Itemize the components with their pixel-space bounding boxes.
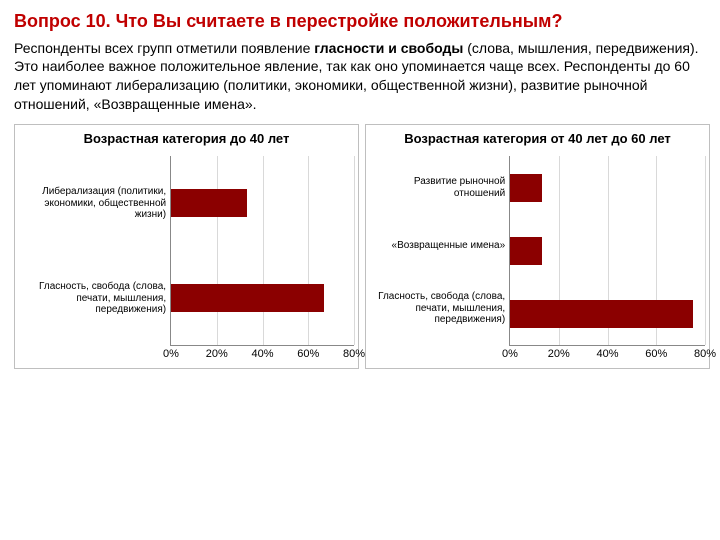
chart-left-xaxis: 0%20%40%60%80%	[19, 348, 354, 364]
charts-row: Возрастная категория до 40 лет Либерализа…	[14, 124, 706, 369]
chart-left-xtick-3: 60%	[297, 348, 319, 360]
chart-left-xtick-1: 20%	[206, 348, 228, 360]
chart-left-ylabel-1: Гласность, свобода (слова, печати, мышле…	[19, 281, 170, 316]
chart-left: Возрастная категория до 40 лет Либерализа…	[14, 124, 359, 369]
chart-right-ylabel-2: Гласность, свобода (слова, печати, мышле…	[370, 291, 509, 326]
chart-right-title: Возрастная категория от 40 лет до 60 лет	[370, 131, 705, 146]
chart-right-gridline	[705, 156, 706, 345]
chart-right: Возрастная категория от 40 лет до 60 лет…	[365, 124, 710, 369]
chart-right-plot-wrap: Развитие рыночной отношений «Возвращенные…	[370, 156, 705, 346]
chart-right-bar-2	[510, 300, 693, 328]
chart-left-gridline	[354, 156, 355, 345]
chart-right-ylabel-1: «Возвращенные имена»	[370, 240, 509, 252]
chart-left-xtick-2: 40%	[251, 348, 273, 360]
chart-left-bar-0	[171, 189, 246, 217]
chart-right-xticks: 0%20%40%60%80%	[510, 348, 705, 364]
chart-left-bar-1	[171, 284, 324, 312]
chart-left-title: Возрастная категория до 40 лет	[19, 131, 354, 146]
chart-right-xtick-1: 20%	[548, 348, 570, 360]
chart-left-ylabel-0: Либерализация (политики, экономики, обще…	[19, 186, 170, 221]
chart-right-bars	[510, 156, 705, 345]
chart-left-ylabels: Либерализация (политики, экономики, обще…	[19, 156, 170, 346]
question-title: Вопрос 10. Что Вы считаете в перестройке…	[14, 10, 706, 33]
chart-left-xtick-4: 80%	[343, 348, 365, 360]
chart-left-plot-wrap: Либерализация (политики, экономики, обще…	[19, 156, 354, 346]
chart-right-xtick-4: 80%	[694, 348, 716, 360]
chart-right-xtick-3: 60%	[645, 348, 667, 360]
chart-right-ylabel-0: Развитие рыночной отношений	[370, 176, 509, 199]
chart-left-plot-area	[170, 156, 354, 346]
chart-right-bar-1	[510, 237, 542, 265]
chart-right-plot-area	[509, 156, 705, 346]
chart-right-ylabels: Развитие рыночной отношений «Возвращенные…	[370, 156, 509, 346]
chart-right-xaxis: 0%20%40%60%80%	[370, 348, 705, 364]
chart-left-xticks: 0%20%40%60%80%	[171, 348, 354, 364]
chart-right-xtick-2: 40%	[596, 348, 618, 360]
chart-right-xtick-0: 0%	[502, 348, 518, 360]
chart-left-bars	[171, 156, 354, 345]
chart-right-bar-0	[510, 174, 542, 202]
question-body: Респонденты всех групп отметили появлени…	[14, 39, 706, 115]
chart-left-xtick-0: 0%	[163, 348, 179, 360]
